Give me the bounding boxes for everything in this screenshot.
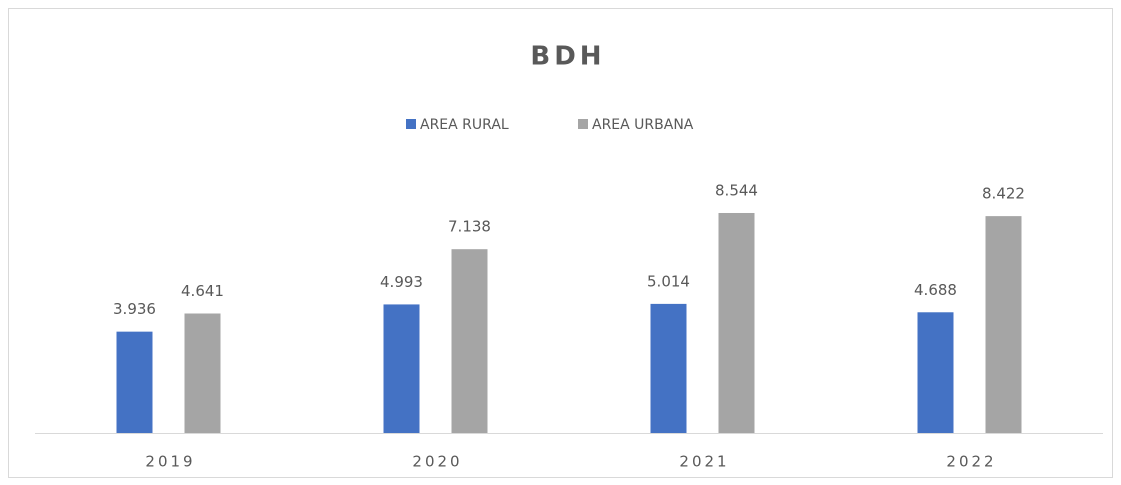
data-label: 3.936 [113,300,156,318]
data-label: 4.688 [914,281,957,299]
legend-label: AREA RURAL [420,117,509,133]
bar [451,249,488,433]
chart-title: BDH [530,42,605,72]
data-label: 5.014 [647,272,690,290]
legend-swatch [578,119,588,129]
x-tick-label: 2022 [946,453,996,471]
bar [650,303,687,433]
legend-label: AREA URBANA [592,117,694,133]
bar [917,312,954,433]
x-tick-label: 2020 [412,453,462,471]
data-label: 8.544 [715,181,758,199]
legend-swatch [406,119,416,129]
bar [718,212,755,433]
data-label: 4.993 [380,273,423,291]
data-label: 4.641 [181,282,224,300]
bar [116,331,153,433]
x-tick-label: 2021 [679,453,729,471]
data-label: 7.138 [448,218,491,236]
data-label: 8.422 [982,185,1025,203]
bar [985,216,1022,433]
bar [383,304,420,433]
bar [184,313,221,433]
x-tick-label: 2019 [145,453,195,471]
